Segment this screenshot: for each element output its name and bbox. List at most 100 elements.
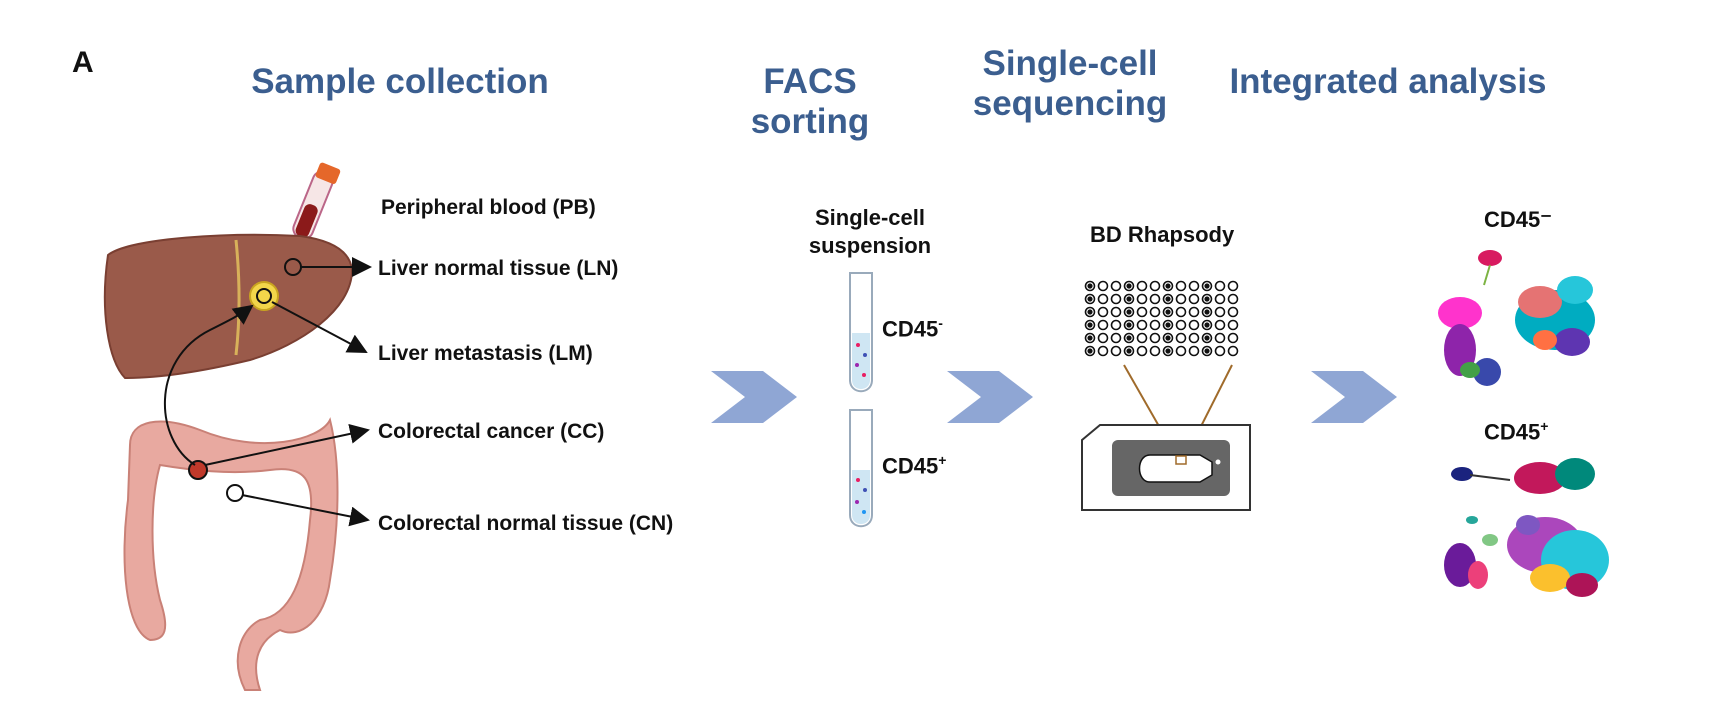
well-icon bbox=[1227, 332, 1239, 344]
well-icon bbox=[1084, 306, 1096, 318]
well-icon bbox=[1214, 319, 1226, 331]
well-icon bbox=[1097, 293, 1109, 305]
well-icon bbox=[1097, 345, 1109, 357]
well-icon bbox=[1188, 293, 1200, 305]
bead-icon bbox=[1126, 296, 1132, 302]
well-icon bbox=[1188, 345, 1200, 357]
well-icon bbox=[1149, 332, 1161, 344]
label-cd45-neg-tube: CD45- bbox=[882, 315, 943, 342]
label-liver-metastasis: Liver metastasis (LM) bbox=[378, 342, 593, 365]
well-icon bbox=[1136, 332, 1148, 344]
bead-icon bbox=[1126, 335, 1132, 341]
well-icon bbox=[1175, 306, 1187, 318]
blood-tube-icon bbox=[292, 162, 341, 240]
well-icon bbox=[1149, 293, 1161, 305]
label-bd-rhapsody: BD Rhapsody bbox=[1090, 222, 1235, 247]
well-icon bbox=[1110, 319, 1122, 331]
well-icon bbox=[1227, 319, 1239, 331]
well-icon bbox=[1201, 345, 1213, 357]
bead-icon bbox=[1126, 322, 1132, 328]
well-icon bbox=[1162, 280, 1174, 292]
well-icon bbox=[1149, 306, 1161, 318]
sample-arrows bbox=[164, 257, 372, 527]
cd45-pos-base: CD45 bbox=[882, 453, 939, 479]
bead-icon bbox=[1087, 296, 1093, 302]
well-icon bbox=[1123, 293, 1135, 305]
well-icon bbox=[1227, 345, 1239, 357]
well-icon bbox=[1136, 306, 1148, 318]
bead-icon bbox=[1204, 335, 1210, 341]
bead-icon bbox=[1087, 322, 1093, 328]
bead-icon bbox=[1087, 309, 1093, 315]
well-icon bbox=[1149, 319, 1161, 331]
liver-icon bbox=[103, 233, 354, 380]
bead-icon bbox=[1204, 322, 1210, 328]
well-icon bbox=[1149, 280, 1161, 292]
well-icon bbox=[1097, 319, 1109, 331]
cd45-neg-base: CD45 bbox=[882, 316, 939, 342]
bead-icon bbox=[1204, 309, 1210, 315]
well-icon bbox=[1123, 319, 1135, 331]
test-tube-icon-cd45-pos bbox=[849, 409, 873, 528]
bead-icon bbox=[1204, 296, 1210, 302]
well-icon bbox=[1123, 345, 1135, 357]
suspension-line2: suspension bbox=[808, 233, 932, 258]
panel-label: A bbox=[72, 46, 94, 79]
well-icon bbox=[1214, 306, 1226, 318]
well-icon bbox=[1162, 332, 1174, 344]
well-icon bbox=[1162, 306, 1174, 318]
well-icon bbox=[1162, 293, 1174, 305]
label-colorectal-cancer: Colorectal cancer (CC) bbox=[378, 420, 605, 443]
well-icon bbox=[1214, 332, 1226, 344]
bead-icon bbox=[1165, 348, 1171, 354]
well-icon bbox=[1110, 345, 1122, 357]
well-icon bbox=[1149, 345, 1161, 357]
well-icon bbox=[1097, 306, 1109, 318]
colon-icon bbox=[123, 417, 339, 691]
step-title-line2: sequencing bbox=[972, 84, 1168, 123]
well-icon bbox=[1084, 345, 1096, 357]
well-icon bbox=[1201, 306, 1213, 318]
bead-icon bbox=[1126, 283, 1132, 289]
bead-icon bbox=[1165, 283, 1171, 289]
label-umap-cd45-pos: CD45+ bbox=[1484, 418, 1548, 445]
step-title-single-cell-sequencing: Single-cell sequencing bbox=[960, 44, 1180, 124]
label-peripheral-blood: Peripheral blood (PB) bbox=[381, 196, 596, 219]
well-icon bbox=[1136, 280, 1148, 292]
well-icon bbox=[1136, 319, 1148, 331]
well-icon bbox=[1214, 345, 1226, 357]
test-tube-icon-cd45-neg bbox=[849, 272, 873, 393]
well-icon bbox=[1214, 293, 1226, 305]
cd45-pos-sup: + bbox=[938, 452, 947, 468]
well-icon bbox=[1201, 293, 1213, 305]
step-title-integrated-analysis: Integrated analysis bbox=[1229, 62, 1547, 101]
well-icon bbox=[1084, 280, 1096, 292]
well-icon bbox=[1188, 319, 1200, 331]
well-icon bbox=[1136, 345, 1148, 357]
well-icon bbox=[1188, 332, 1200, 344]
well-icon bbox=[1110, 332, 1122, 344]
well-icon bbox=[1084, 332, 1096, 344]
bd-rhapsody-cartridge-icon bbox=[1081, 280, 1251, 511]
bead-icon bbox=[1087, 348, 1093, 354]
umap-plot-cd45-neg bbox=[1438, 250, 1595, 386]
step-title-line1: Single-cell bbox=[982, 44, 1158, 83]
well-icon bbox=[1123, 280, 1135, 292]
suspension-line1: Single-cell bbox=[814, 205, 926, 230]
bead-icon bbox=[1087, 335, 1093, 341]
cd45-neg-sup: - bbox=[938, 315, 943, 331]
well-icon bbox=[1110, 306, 1122, 318]
chevron-arrow-icon-1 bbox=[711, 371, 797, 423]
well-icon bbox=[1123, 332, 1135, 344]
bead-icon bbox=[1165, 335, 1171, 341]
well-icon bbox=[1201, 332, 1213, 344]
well-icon bbox=[1188, 306, 1200, 318]
bead-icon bbox=[1126, 309, 1132, 315]
bead-icon bbox=[1165, 296, 1171, 302]
umap-cd45-pos-base: CD45 bbox=[1484, 419, 1541, 445]
label-umap-cd45-neg: CD45⁻ bbox=[1484, 207, 1552, 232]
well-icon bbox=[1162, 345, 1174, 357]
well-icon bbox=[1175, 280, 1187, 292]
chevron-arrow-icon-3 bbox=[1311, 371, 1397, 423]
